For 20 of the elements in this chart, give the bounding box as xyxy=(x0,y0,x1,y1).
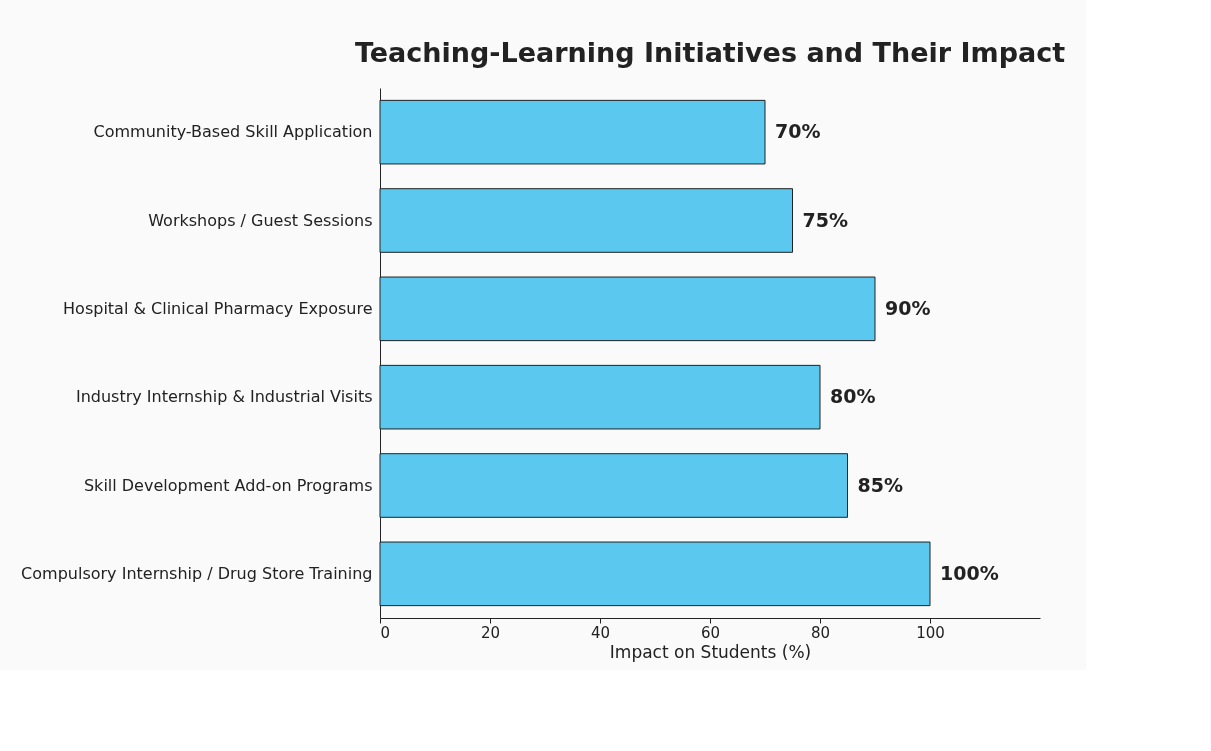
data-label: 80% xyxy=(830,385,876,408)
x-tick-label: 20 xyxy=(480,623,501,642)
data-label: 75% xyxy=(802,208,848,231)
x-tick-label: 40 xyxy=(590,623,611,642)
y-tick-label: Workshops / Guest Sessions xyxy=(148,210,373,230)
data-label: 70% xyxy=(775,120,821,143)
x-tick-label: 100 xyxy=(916,623,945,642)
x-tick-label: 60 xyxy=(700,623,721,642)
y-tick-label: Industry Internship & Industrial Visits xyxy=(75,387,373,407)
y-tick-label: Compulsory Internship / Drug Store Training xyxy=(21,563,373,583)
y-tick-label: Hospital & Clinical Pharmacy Exposure xyxy=(63,298,373,318)
y-tick-label: Community-Based Skill Application xyxy=(93,122,373,142)
x-axis-title: Impact on Students (%) xyxy=(609,641,812,662)
data-label: 100% xyxy=(940,561,999,584)
x-tick-label: 0 xyxy=(380,623,391,642)
data-label: 90% xyxy=(885,296,931,319)
chart-title: Teaching-Learning Initiatives and Their Impact xyxy=(354,37,1066,68)
data-label: 85% xyxy=(857,473,903,496)
y-tick-label: Skill Development Add-on Programs xyxy=(83,475,373,495)
x-tick-label: 80 xyxy=(810,623,831,642)
